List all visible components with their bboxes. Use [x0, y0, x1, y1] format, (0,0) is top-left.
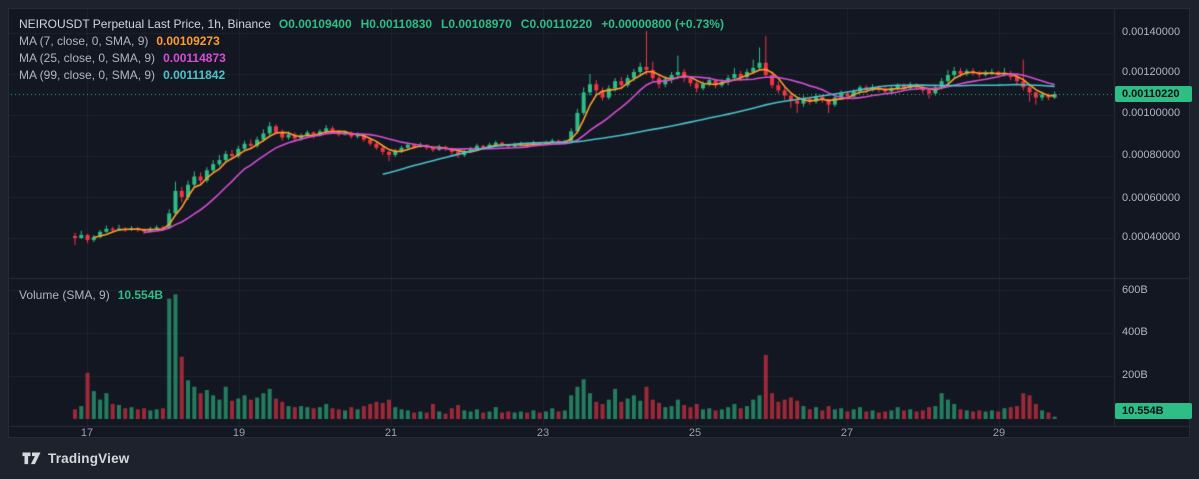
chart-legend: NEIROUSDT Perpetual Last Price, 1h, Bina… [19, 15, 724, 83]
time-tick-label: 27 [840, 427, 854, 439]
tradingview-wordmark: TradingView [48, 450, 130, 466]
time-tick-label: 21 [384, 427, 398, 439]
last-price-label: 0.00110220 [1115, 86, 1192, 102]
time-tick-label: 19 [232, 427, 246, 439]
price-tick-label: 0.00040000 [1122, 231, 1181, 243]
ma-7-label: MA (7, close, 0, SMA, 9) [19, 33, 149, 48]
symbol-title: NEIROUSDT Perpetual Last Price, 1h, Bina… [19, 16, 271, 31]
ma-25-row[interactable]: MA (25, close, 0, SMA, 9) 0.00114873 [19, 49, 724, 66]
symbol-legend-row[interactable]: NEIROUSDT Perpetual Last Price, 1h, Bina… [19, 15, 724, 32]
time-tick-label: 17 [80, 427, 94, 439]
volume-legend-row[interactable]: Volume (SMA, 9) 10.554B [19, 287, 163, 303]
volume-tick-label: 600B [1122, 284, 1148, 296]
ma-25-value: 0.00114873 [163, 50, 226, 65]
volume-current-label: 10.554B [1115, 403, 1192, 419]
volume-tick-label: 200B [1122, 369, 1148, 381]
ma-99-label: MA (99, close, 0, SMA, 9) [19, 67, 156, 82]
price-tick-label: 0.00120000 [1122, 66, 1181, 78]
volume-tick-label: 400B [1122, 326, 1148, 338]
volume-legend-value: 10.554B [117, 288, 164, 302]
ma-99-value: 0.00111842 [163, 67, 226, 82]
price-volume-canvas[interactable] [9, 9, 1189, 437]
price-tick-label: 0.00100000 [1122, 107, 1181, 119]
ohlc-change: +0.00000800 (+0.73%) [601, 16, 724, 31]
tradingview-watermark[interactable]: TradingView [22, 450, 129, 466]
price-axis[interactable]: 0.00140000 0.00120000 0.00100000 0.00080… [1115, 9, 1192, 426]
ohlc-values: O0.00109400 H0.00110830 L0.00108970 C0.0… [279, 17, 724, 31]
volume-legend-label: Volume (SMA, 9) [19, 288, 110, 302]
ma-99-row[interactable]: MA (99, close, 0, SMA, 9) 0.00111842 [19, 66, 724, 83]
chart-frame: NEIROUSDT Perpetual Last Price, 1h, Bina… [8, 8, 1192, 439]
tradingview-logo-icon [22, 452, 41, 465]
ma-25-label: MA (25, close, 0, SMA, 9) [19, 50, 156, 65]
time-axis[interactable]: 17 19 21 23 25 27 29 [9, 426, 1114, 439]
ohlc-high: H0.00110830 [360, 16, 433, 31]
ohlc-close: C0.00110220 [520, 16, 593, 31]
time-tick-label: 25 [688, 427, 702, 439]
time-tick-label: 29 [992, 427, 1006, 439]
price-tick-label: 0.00140000 [1122, 26, 1181, 38]
ma-7-value: 0.00109273 [156, 33, 220, 48]
ohlc-low: L0.00108970 [441, 16, 512, 31]
price-tick-label: 0.00060000 [1122, 192, 1181, 204]
ohlc-open: O0.00109400 [278, 16, 352, 31]
ma-7-row[interactable]: MA (7, close, 0, SMA, 9) 0.00109273 [19, 32, 724, 49]
time-tick-label: 23 [536, 427, 550, 439]
price-tick-label: 0.00080000 [1122, 149, 1181, 161]
